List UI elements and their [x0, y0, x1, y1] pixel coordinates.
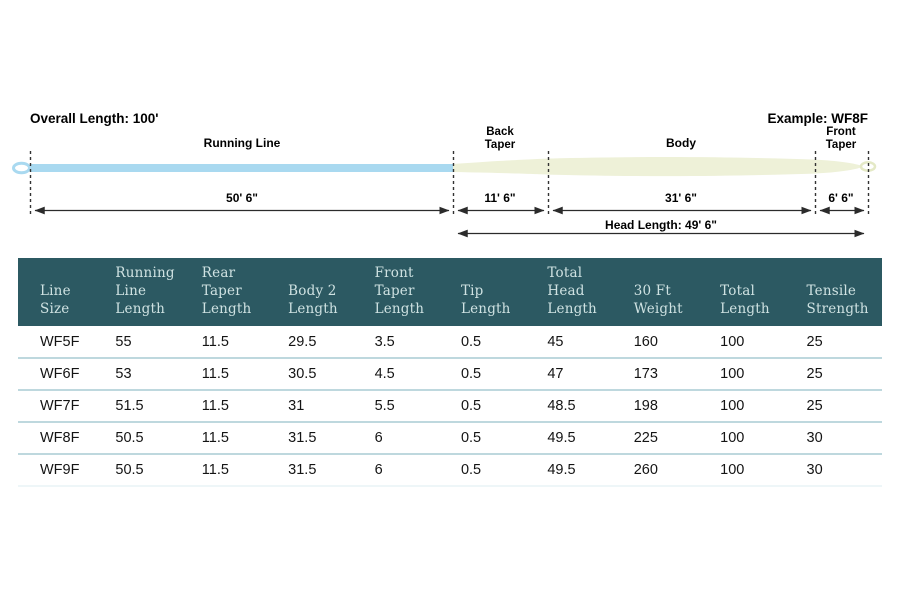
table-cell: 50.5: [104, 454, 191, 487]
column-header-running-line-length: Running Line Length: [104, 258, 191, 326]
table-cell: 50.5: [104, 422, 191, 455]
body-dimension: 31' 6": [665, 191, 697, 205]
table-cell: 45: [536, 326, 623, 359]
table-cell: 100: [709, 326, 796, 359]
table-cell: WF7F: [18, 390, 105, 423]
table-cell: 48.5: [536, 390, 623, 423]
table-row-wf8f: WF8F 50.5 11.5 31.5 6 0.5 49.5 225 100 3…: [18, 422, 882, 455]
table-cell: 100: [709, 422, 796, 455]
table-cell: WF8F: [18, 422, 105, 455]
body-label: Body: [666, 136, 696, 150]
table-cell: 31.5: [277, 422, 364, 455]
table-row-wf5f: WF5F 55 11.5 29.5 3.5 0.5 45 160 100 25: [18, 326, 882, 359]
table-cell: 0.5: [449, 358, 537, 391]
column-header-line-size: Line Size: [18, 258, 105, 326]
table-cell: 31: [277, 390, 364, 423]
table-cell: WF9F: [18, 454, 105, 487]
table-cell: 225: [622, 422, 710, 455]
taper-diagram-graphics: [12, 151, 877, 238]
head-shape: [453, 157, 860, 177]
table-cell: 0.5: [449, 326, 537, 359]
table-cell: 53: [104, 358, 191, 391]
table-cell: 0.5: [449, 454, 537, 487]
table-cell: 30.5: [277, 358, 364, 391]
column-header-tip-length: Tip Length: [449, 258, 537, 326]
spec-table-header: Line Size Running Line Length Rear Taper…: [18, 258, 882, 326]
table-cell: 25: [795, 358, 882, 391]
table-cell: 173: [622, 358, 710, 391]
table-cell: 100: [709, 390, 796, 423]
table-cell: 100: [709, 358, 796, 391]
example-label: Example: WF8F: [767, 111, 868, 126]
table-cell: 100: [709, 454, 796, 487]
table-cell: 260: [622, 454, 710, 487]
table-cell: 160: [622, 326, 710, 359]
taper-diagram: Overall Length: 100' Example: WF8F Runni…: [0, 0, 900, 252]
table-cell: 5.5: [363, 390, 450, 423]
table-cell: 11.5: [190, 422, 278, 455]
head-length-label: Head Length: 49' 6": [605, 218, 717, 232]
table-cell: 29.5: [277, 326, 364, 359]
column-header-front-taper-length: Front Taper Length: [363, 258, 450, 326]
back-taper-dimension: 11' 6": [484, 191, 516, 205]
table-cell: 51.5: [104, 390, 191, 423]
table-cell: 25: [795, 326, 882, 359]
overall-length-label: Overall Length: 100': [30, 111, 159, 126]
table-cell: 30: [795, 422, 882, 455]
table-cell: 11.5: [190, 326, 278, 359]
table-cell: 11.5: [190, 358, 278, 391]
table-cell: WF6F: [18, 358, 105, 391]
column-header-total-head-length: Total Head Length: [536, 258, 623, 326]
column-header-rear-taper-length: Rear Taper Length: [190, 258, 278, 326]
table-cell: 55: [104, 326, 191, 359]
back-taper-label: Back Taper: [484, 126, 516, 151]
running-line-dimension: 50' 6": [226, 191, 258, 205]
table-cell: 0.5: [449, 390, 537, 423]
table-cell: 198: [622, 390, 710, 423]
front-taper-dimension: 6' 6": [828, 191, 854, 205]
spec-table: Line Size Running Line Length Rear Taper…: [18, 258, 882, 487]
column-header-body-2-length: Body 2 Length: [277, 258, 364, 326]
table-cell: 49.5: [536, 422, 623, 455]
table-cell: WF5F: [18, 326, 105, 359]
front-taper-label: Front Taper: [825, 126, 857, 151]
table-cell: 31.5: [277, 454, 364, 487]
table-cell: 3.5: [363, 326, 450, 359]
table-cell: 6: [363, 454, 450, 487]
welded-loop-left-icon: [12, 161, 31, 175]
table-cell: 0.5: [449, 422, 537, 455]
table-cell: 11.5: [190, 454, 278, 487]
table-row-wf6f: WF6F 53 11.5 30.5 4.5 0.5 47 173 100 25: [18, 358, 882, 391]
table-cell: 49.5: [536, 454, 623, 487]
table-cell: 47: [536, 358, 623, 391]
running-line-shape: [30, 164, 453, 172]
table-row-wf7f: WF7F 51.5 11.5 31 5.5 0.5 48.5 198 100 2…: [18, 390, 882, 423]
table-row-wf9f: WF9F 50.5 11.5 31.5 6 0.5 49.5 260 100 3…: [18, 454, 882, 487]
table-cell: 4.5: [363, 358, 450, 391]
table-cell: 30: [795, 454, 882, 487]
table-cell: 11.5: [190, 390, 278, 423]
column-header-tensile-strength: Tensile Strength: [795, 258, 882, 326]
spec-table-body: WF5F 55 11.5 29.5 3.5 0.5 45 160 100 25 …: [18, 326, 882, 487]
running-line-label: Running Line: [203, 136, 281, 150]
column-header-total-length: Total Length: [709, 258, 796, 326]
table-cell: 25: [795, 390, 882, 423]
table-cell: 6: [363, 422, 450, 455]
header-row: Line Size Running Line Length Rear Taper…: [18, 258, 882, 326]
column-header-30ft-weight: 30 Ft Weight: [622, 258, 710, 326]
